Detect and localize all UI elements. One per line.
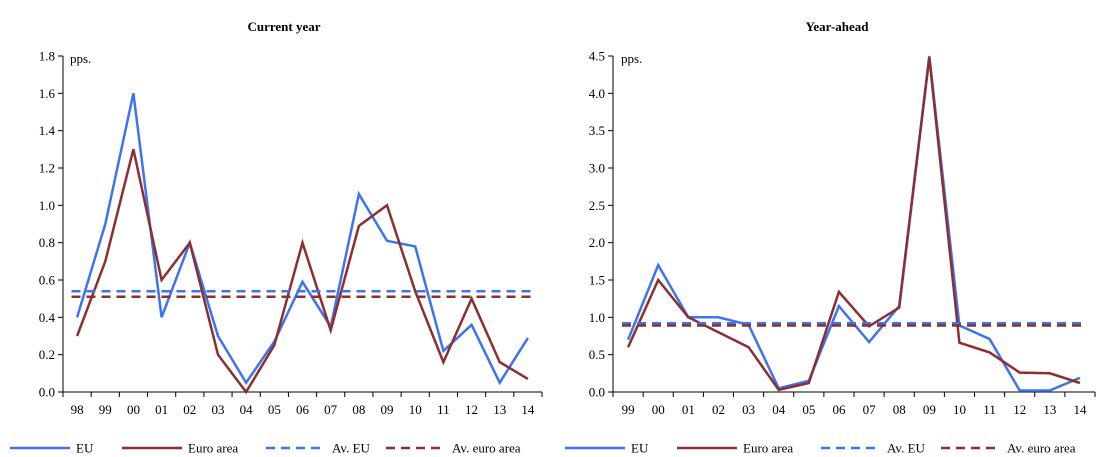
x-tick-label: 04 bbox=[240, 402, 254, 417]
legend-label-eu: EU bbox=[631, 441, 649, 456]
x-tick-label: 02 bbox=[712, 402, 725, 417]
legend-label-av-euro-area: Av. euro area bbox=[452, 441, 521, 456]
x-tick-label: 12 bbox=[465, 402, 478, 417]
y-tick-label: 4.5 bbox=[589, 49, 605, 64]
y-tick-label: 0.5 bbox=[589, 347, 605, 362]
x-tick-label: 09 bbox=[923, 402, 936, 417]
y-tick-label: 2.5 bbox=[589, 198, 605, 213]
x-tick-label: 99 bbox=[622, 402, 635, 417]
x-tick-label: 08 bbox=[352, 402, 365, 417]
x-tick-label: 13 bbox=[493, 402, 506, 417]
unit-label: pps. bbox=[70, 51, 91, 66]
y-tick-label: 0.6 bbox=[39, 273, 56, 288]
x-tick-label: 07 bbox=[863, 402, 877, 417]
chart-panel-current-year: Current year pps. 0.0 0.2 0.4 0.6 0.8 1.0 1.2 1… bbox=[10, 19, 543, 456]
x-tick-label: 03 bbox=[211, 402, 224, 417]
x-tick-label: 07 bbox=[324, 402, 338, 417]
x-tick-label: 02 bbox=[183, 402, 196, 417]
x-tick-label: 09 bbox=[381, 402, 394, 417]
x-tick-label: 06 bbox=[832, 402, 846, 417]
x-tick-label: 05 bbox=[802, 402, 815, 417]
x-tick-label: 13 bbox=[1043, 402, 1056, 417]
y-tick-label: 0.2 bbox=[39, 347, 55, 362]
x-tick-label: 10 bbox=[409, 402, 422, 417]
legend-label-eu: EU bbox=[76, 441, 94, 456]
x-tick-label: 99 bbox=[99, 402, 112, 417]
y-tick-label: 0.8 bbox=[39, 235, 55, 250]
legend-label-av-eu: Av. EU bbox=[887, 441, 926, 456]
chart-panel-year-ahead: Year-ahead pps. 0.0 0.5 1.0 1.5 2.0 2.5 3.0 3.5… bbox=[565, 19, 1096, 456]
y-tick-label: 1.4 bbox=[39, 123, 56, 138]
y-tick-label: 0.0 bbox=[39, 385, 55, 400]
x-tick-label: 10 bbox=[953, 402, 966, 417]
x-tick-label: 01 bbox=[155, 402, 168, 417]
x-tick-label: 04 bbox=[772, 402, 786, 417]
y-tick-label: 1.0 bbox=[39, 198, 55, 213]
y-tick-label: 1.5 bbox=[589, 273, 605, 288]
y-tick-label: 3.0 bbox=[589, 161, 605, 176]
series-line-eu bbox=[626, 55, 1081, 392]
legend-label-euro-area: Euro area bbox=[188, 441, 238, 456]
y-tick-label: 0.4 bbox=[39, 310, 56, 325]
legend-label-av-eu: Av. EU bbox=[332, 441, 371, 456]
x-tick-label: 14 bbox=[1073, 402, 1087, 417]
y-tick-label: 3.5 bbox=[589, 123, 605, 138]
x-tick-label: 03 bbox=[742, 402, 755, 417]
x-tick-label: 00 bbox=[652, 402, 665, 417]
x-tick-label: 06 bbox=[296, 402, 310, 417]
x-tick-label: 11 bbox=[437, 402, 450, 417]
x-tick-label: 05 bbox=[268, 402, 281, 417]
x-tick-label: 11 bbox=[983, 402, 996, 417]
chart-title: Year-ahead bbox=[805, 19, 869, 34]
series-line-eu bbox=[75, 93, 529, 386]
y-tick-label: 4.0 bbox=[589, 86, 605, 101]
chart-title: Current year bbox=[247, 19, 320, 34]
x-tick-label: 00 bbox=[127, 402, 140, 417]
x-tick-label: 08 bbox=[893, 402, 906, 417]
y-tick-label: 2.0 bbox=[589, 235, 605, 250]
series-line-euro-area bbox=[626, 57, 1081, 392]
legend-label-euro-area: Euro area bbox=[743, 441, 793, 456]
x-tick-label: 98 bbox=[71, 402, 84, 417]
unit-label: pps. bbox=[621, 51, 642, 66]
x-tick-label: 12 bbox=[1013, 402, 1026, 417]
y-tick-label: 1.2 bbox=[39, 161, 55, 176]
x-tick-label: 01 bbox=[682, 402, 695, 417]
y-tick-label: 0.0 bbox=[589, 385, 605, 400]
x-tick-label: 14 bbox=[521, 402, 535, 417]
y-tick-label: 1.8 bbox=[39, 49, 55, 64]
legend-label-av-euro-area: Av. euro area bbox=[1007, 441, 1076, 456]
y-tick-label: 1.0 bbox=[589, 310, 605, 325]
series-line-euro-area bbox=[75, 148, 529, 395]
y-tick-label: 1.6 bbox=[39, 86, 56, 101]
